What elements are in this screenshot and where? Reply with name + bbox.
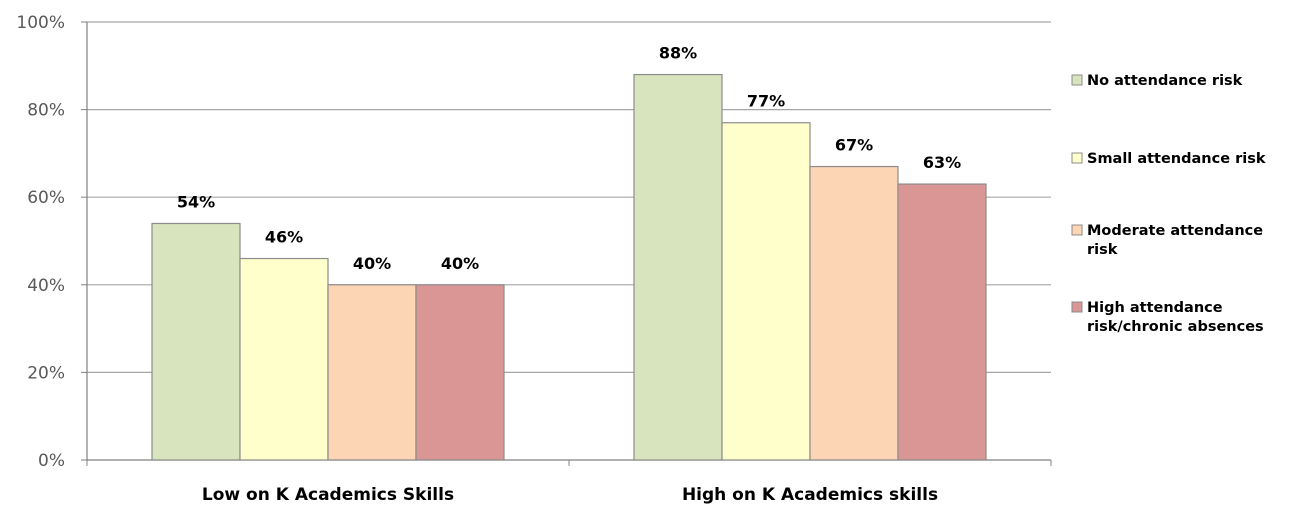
- legend-swatch: [1071, 224, 1083, 236]
- x-category-label: High on K Academics skills: [682, 485, 938, 505]
- bar: [327, 284, 417, 461]
- data-labels: 54% 46% 40% 40% 88% 77% 67% 63%: [177, 44, 961, 273]
- legend-label: High attendance: [1087, 300, 1223, 316]
- legend-swatch: [1071, 152, 1083, 164]
- bar: [239, 257, 329, 461]
- data-label: 40%: [353, 254, 391, 273]
- data-label: 67%: [835, 136, 873, 155]
- legend-label: No attendance risk: [1087, 73, 1243, 89]
- legend-label: Small attendance risk: [1087, 151, 1266, 167]
- y-tick-label: 80%: [27, 101, 65, 121]
- data-label: 77%: [747, 92, 785, 111]
- legend: No attendance risk Small attendance risk M…: [1071, 73, 1266, 335]
- bar: [633, 73, 723, 461]
- legend-swatch: [1071, 74, 1083, 86]
- legend-label: risk/chronic absences: [1087, 319, 1264, 335]
- bar: [721, 122, 811, 461]
- x-category-label: Low on K Academics Skills: [202, 485, 454, 505]
- x-axis: Low on K Academics Skills High on K Acade…: [86, 459, 1052, 505]
- data-label: 40%: [441, 254, 479, 273]
- legend-label: Moderate attendance: [1087, 223, 1263, 239]
- y-tick-label: 20%: [27, 363, 65, 383]
- y-tick-label: 60%: [27, 188, 65, 208]
- data-label: 46%: [265, 228, 303, 247]
- y-tick-label: 0%: [38, 451, 65, 471]
- bar: [151, 222, 241, 461]
- data-label: 88%: [659, 44, 697, 63]
- bar: [809, 165, 899, 461]
- data-label: 54%: [177, 192, 215, 211]
- bar: [897, 183, 987, 461]
- y-tick-label: 40%: [27, 276, 65, 296]
- bars: [151, 73, 987, 461]
- y-tick-label: 100%: [16, 13, 65, 33]
- y-axis: 0% 20% 40% 60% 80% 100%: [16, 13, 88, 471]
- legend-swatch: [1071, 301, 1083, 313]
- bar: [415, 284, 505, 461]
- data-label: 63%: [923, 153, 961, 172]
- legend-label: risk: [1087, 242, 1118, 258]
